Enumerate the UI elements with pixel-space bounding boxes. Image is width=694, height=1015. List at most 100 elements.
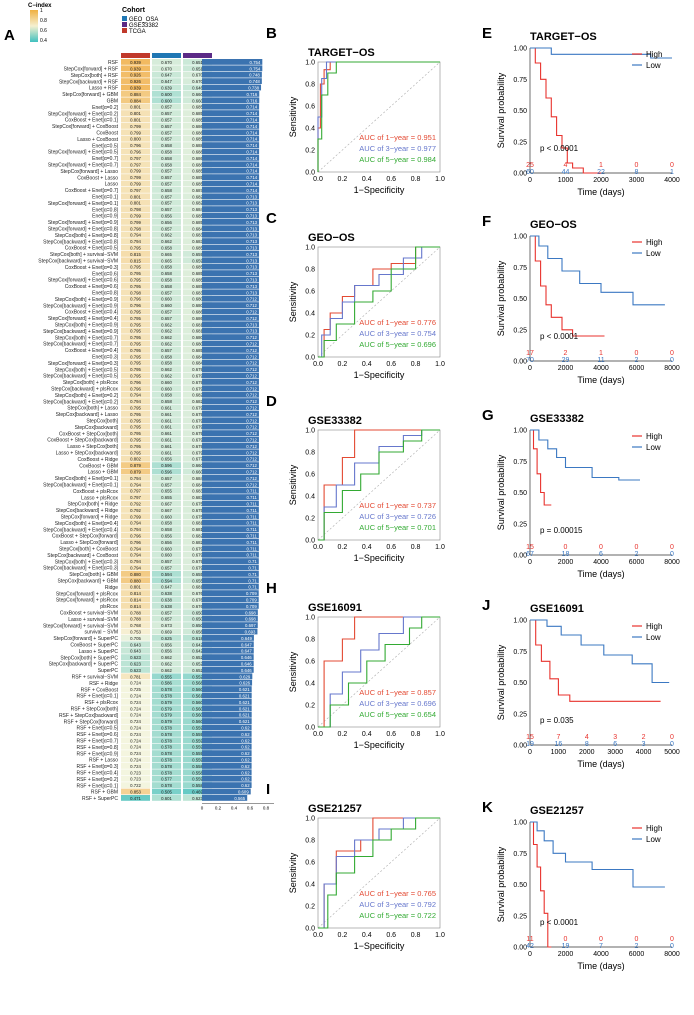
- heatmap-cell: [152, 443, 181, 449]
- heatmap-cell-value: 0.471: [130, 796, 141, 801]
- model-label: StepCox[forward] + Enet[α=0.2]: [48, 111, 119, 117]
- heatmap-cell-value: 0.558: [192, 764, 203, 769]
- heatmap-cell: [152, 404, 181, 411]
- mean-bar-value: 0.62: [241, 770, 250, 775]
- heatmap-cell: [121, 775, 150, 782]
- mean-bar: [202, 443, 259, 449]
- mean-bar-value: 0.712: [246, 438, 257, 443]
- roc-x-tick: 0.4: [362, 932, 372, 939]
- heatmap-cell-value: 0.679: [192, 553, 203, 558]
- heatmap-cell: [183, 795, 212, 801]
- heatmap-cell: [152, 571, 181, 577]
- mean-bar: [202, 295, 259, 302]
- mean-bar-value: 0.712: [246, 316, 257, 321]
- cohort-header-bar: [121, 53, 150, 58]
- model-label: StepCox[forward] + plsRcox: [56, 598, 119, 604]
- mean-bar: [202, 763, 252, 769]
- model-label: RSF + Enet[α=0.5]: [76, 726, 118, 732]
- heatmap-cell: [183, 481, 212, 488]
- model-label: StepCox[forward] + Ridge: [61, 515, 119, 521]
- model-label: StepCox[both] + Ridge: [68, 502, 119, 508]
- heatmap-cell: [183, 391, 212, 398]
- heatmap-cell-value: 0.642: [192, 649, 203, 654]
- roc-auc-label: AUC of 3−year = 0.754: [359, 329, 436, 338]
- heatmap-cell-value: 0.683: [192, 239, 203, 244]
- roc-y-tick: 0.6: [305, 860, 315, 867]
- heatmap-cell-value: 0.679: [192, 450, 203, 455]
- heatmap-cell-value: 0.686: [192, 156, 203, 161]
- model-label: Enet[α=0.9]: [92, 214, 118, 220]
- mean-bar-value: 0.714: [246, 175, 257, 180]
- mean-bar: [202, 551, 259, 558]
- heatmap-cell: [121, 263, 150, 270]
- mean-bar-value: 0.62: [241, 738, 250, 743]
- mean-bar: [202, 507, 259, 513]
- heatmap-cell-value: 0.657: [161, 194, 172, 199]
- heatmap-cell: [152, 359, 181, 366]
- mean-bar-value: 0.711: [246, 489, 257, 494]
- heatmap-cell: [183, 385, 212, 392]
- heatmap-cell: [152, 347, 181, 353]
- km-y-tick: 0.50: [513, 296, 527, 303]
- heatmap-cell-value: 0.814: [130, 591, 141, 596]
- heatmap-cell: [121, 398, 150, 404]
- heatmap-cell-value: 0.795: [130, 310, 141, 315]
- heatmap-cell: [121, 199, 150, 206]
- heatmap-cell: [152, 110, 181, 116]
- heatmap-cell: [183, 430, 212, 436]
- heatmap-cell: [183, 603, 212, 609]
- heatmap-cell: [183, 532, 212, 539]
- heatmap-cell-value: 0.647: [161, 79, 172, 84]
- bar-axis-tick: 0.6: [247, 805, 254, 810]
- cohort-swatch: [122, 22, 127, 27]
- mean-bar: [202, 398, 259, 404]
- risk-low-count: 7: [599, 943, 603, 950]
- heatmap-cell: [121, 737, 150, 744]
- mean-bar-value: 0.713: [246, 194, 257, 199]
- heatmap-cell: [121, 507, 150, 513]
- heatmap-cell-value: 0.662: [161, 239, 172, 244]
- roc-x-tick: 0.6: [386, 176, 396, 183]
- heatmap-cell-value: 0.558: [192, 770, 203, 775]
- heatmap-cell-value: 0.679: [192, 425, 203, 430]
- model-label: Lasso + CoxBoost: [77, 137, 118, 143]
- heatmap-cell-value: 0.665: [161, 258, 172, 263]
- mean-bar-value: 0.713: [246, 214, 257, 219]
- heatmap-cell: [183, 206, 212, 212]
- heatmap-cell-value: 0.684: [192, 482, 203, 487]
- mean-bar-value: 0.698: [245, 610, 256, 615]
- mean-bar: [202, 135, 260, 142]
- risk-high-count: 4: [564, 162, 568, 169]
- model-label: CoxBoost + Enet[α=0.7]: [65, 188, 119, 194]
- heatmap-cell: [152, 71, 181, 78]
- heatmap-cell-value: 0.797: [130, 188, 141, 193]
- heatmap-cell-value: 0.724: [130, 681, 141, 686]
- heatmap-cell: [121, 174, 150, 180]
- mean-bar: [202, 577, 259, 584]
- mean-bar-value: 0.712: [246, 418, 257, 423]
- model-label: CoxBoost + StepCox[backward]: [47, 438, 118, 444]
- heatmap-cell: [121, 135, 150, 142]
- risk-high-count: 3: [613, 734, 617, 741]
- heatmap-cell: [152, 577, 181, 584]
- risk-high-count: 15: [526, 544, 534, 551]
- mean-bar-value: 0.713: [246, 252, 257, 257]
- heatmap-cell: [183, 270, 212, 276]
- model-label: StepCox[backward] + RSF: [59, 79, 118, 85]
- heatmap-cell: [152, 65, 181, 72]
- roc-title: GSE16091: [308, 602, 362, 614]
- heatmap-cell: [121, 724, 150, 731]
- heatmap-cell-value: 0.684: [192, 354, 203, 359]
- mean-bar-value: 0.711: [246, 553, 257, 558]
- heatmap-cell: [152, 289, 181, 296]
- model-label: StepCox[forward] + Enet[α=0.3]: [48, 361, 119, 367]
- heatmap-cell-value: 0.656: [161, 649, 172, 654]
- heatmap-cell-value: 0.578: [161, 687, 172, 692]
- heatmap-cell-value: 0.682: [192, 399, 203, 404]
- roc-y-tick: 0.4: [305, 681, 315, 688]
- heatmap-cell-value: 0.794: [130, 399, 141, 404]
- km-y-tick: 0.75: [513, 265, 527, 272]
- mean-bar: [202, 59, 263, 65]
- mean-bar-value: 0.712: [246, 482, 257, 487]
- heatmap-cell-value: 0.652: [192, 662, 203, 667]
